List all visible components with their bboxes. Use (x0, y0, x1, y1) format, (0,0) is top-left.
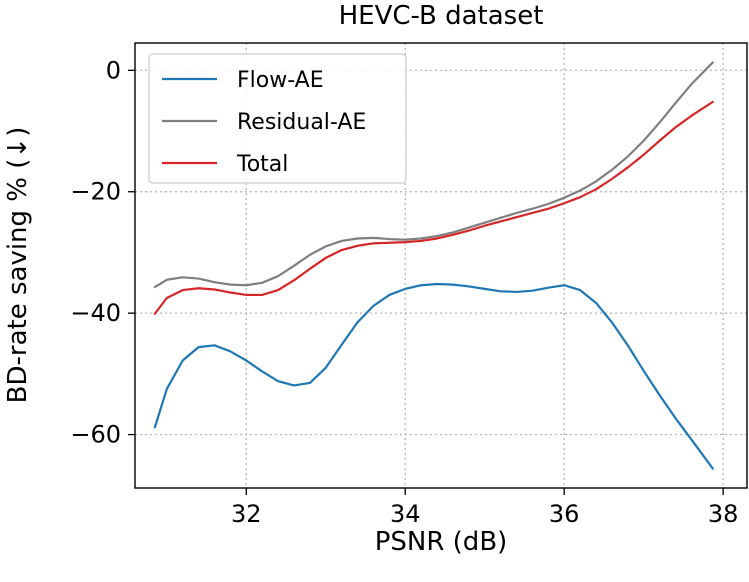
y-tick-label: −60 (70, 421, 121, 449)
series-group (153, 61, 714, 470)
x-tick-label: 32 (231, 500, 262, 528)
y-tick-label: −40 (70, 299, 121, 327)
y-tick-label: −20 (70, 178, 121, 206)
series-line-total (153, 100, 714, 315)
grid (135, 43, 747, 488)
legend-box (148, 53, 407, 184)
x-tick-label: 36 (549, 500, 580, 528)
series-line-residual-ae (153, 61, 714, 289)
legend-label-residual-ae: Residual-AE (237, 110, 366, 135)
y-axis-ticks: 0 −20 −40 −60 (70, 56, 135, 449)
x-tick-label: 34 (390, 500, 421, 528)
legend-label-total: Total (236, 152, 288, 177)
series-line-flow-ae (153, 282, 714, 470)
plot-frame (134, 42, 748, 489)
legend-label-flow-ae: Flow-AE (237, 68, 324, 93)
y-axis-title: BD-rate saving % (↓) (3, 127, 33, 404)
x-axis-title: PSNR (dB) (375, 527, 508, 557)
x-tick-label: 38 (708, 500, 739, 528)
y-tick-label: 0 (106, 56, 121, 84)
chart-title: HEVC-B dataset (339, 1, 544, 31)
x-axis-ticks: 32 34 36 38 (231, 488, 738, 528)
legend: Flow-AE Residual-AE Total (148, 53, 407, 184)
